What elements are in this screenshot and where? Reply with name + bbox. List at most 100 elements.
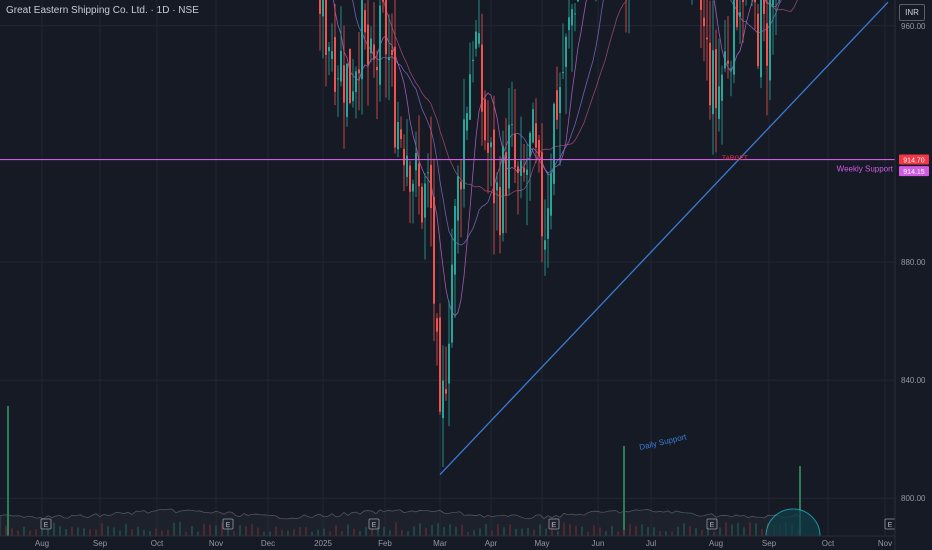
volume-bar [335,524,337,536]
volume-bar [149,531,151,536]
candle-body [430,164,432,209]
volume-bar [731,524,733,536]
volume-bar [659,531,661,536]
volume-bar [725,522,727,536]
candle-body [508,124,510,189]
x-tick-label: Jul [646,539,656,548]
volume-bar [161,530,163,536]
candle-body [445,389,447,394]
y-tick-label: 840.00 [901,376,926,385]
volume-bar [419,523,421,536]
candle-body [454,205,456,275]
candle-body [490,142,492,148]
weekly-support-lower-price-tag [899,166,929,177]
volume-bar [257,527,259,536]
volume-bar [647,527,649,536]
volume-bar [605,531,607,536]
volume-bar [293,529,295,536]
volume-bar [473,530,475,536]
volume-bar [713,531,715,536]
daily-support-trendline [439,1,889,476]
candle-body [718,86,720,119]
volume-bar [569,524,571,536]
volume-bar [695,528,697,536]
earnings-marker [706,518,718,530]
volume-bar [623,446,625,536]
candle-body [562,72,564,74]
candle-body [574,13,576,15]
candle-body [535,123,537,148]
candle-body [424,183,426,218]
volume-bar [581,526,583,536]
x-tick-label: Oct [151,539,164,548]
volume-bar [17,530,19,536]
earnings-marker [40,518,52,530]
volume-bar [5,525,7,536]
candle-body [727,60,729,64]
candle-body [457,176,459,221]
volume-bar [71,527,73,536]
volume-bar [593,525,595,536]
candle-body [553,103,555,184]
earnings-label: E [44,522,49,529]
volume-bar [653,527,655,536]
volume-bar [227,525,229,536]
volume-bar [173,522,175,536]
candle-body [712,50,714,115]
candle-body [472,59,474,62]
candle-body [406,155,408,177]
volume-bar [329,531,331,536]
x-tick-label: Apr [485,539,498,548]
x-tick-label: Nov [878,539,892,548]
volume-bar [29,530,31,536]
volume-bar [89,529,91,536]
candle-body [496,182,498,191]
volume-bar [263,531,265,536]
earnings-marker [368,518,380,530]
grid [0,0,895,536]
candle-body [385,0,387,55]
x-tick-label: Dec [261,539,275,548]
candle-body [703,17,705,27]
volume-bar [131,529,133,536]
volume-bar [737,523,739,536]
volume-bar [311,531,313,536]
volume-bar [557,531,559,536]
candle-body [334,37,336,92]
volume-bar [677,526,679,536]
earnings-label: E [372,522,377,529]
candle-body [427,172,429,174]
volume-bar [245,526,247,536]
candle-body [391,49,393,56]
volume-bar [95,529,97,536]
volume-bar [461,524,463,536]
candle-body [532,109,534,143]
candle-body [481,44,483,112]
candle-body [397,122,399,150]
candle-body [478,33,480,44]
volume-bar [749,522,751,536]
volume-bar [137,526,139,536]
candle-body [526,169,528,176]
candle-body [769,0,771,81]
volume-bar [41,528,43,536]
candle-body [721,74,723,101]
moving-average [352,0,782,246]
volume-bar [641,524,643,536]
candle-body [487,142,489,153]
volume-bar [125,524,127,536]
chart-title: Great Eastern Shipping Co. Ltd. · 1D · N… [6,5,199,16]
volume-bar [701,529,703,536]
currency-button[interactable]: INR [899,4,925,21]
volume-bar [491,530,493,536]
target-bottom-label: TARGET [722,155,748,162]
candle-body [772,0,774,6]
candle-body [724,51,726,69]
y-axis-labels: 800.00 840.00 880.00 960.00 [901,22,926,503]
candle-body [565,36,567,67]
x-tick-label: Nov [209,539,223,548]
daily-support-label: Daily Support [638,432,688,452]
volume-bar [485,524,487,536]
